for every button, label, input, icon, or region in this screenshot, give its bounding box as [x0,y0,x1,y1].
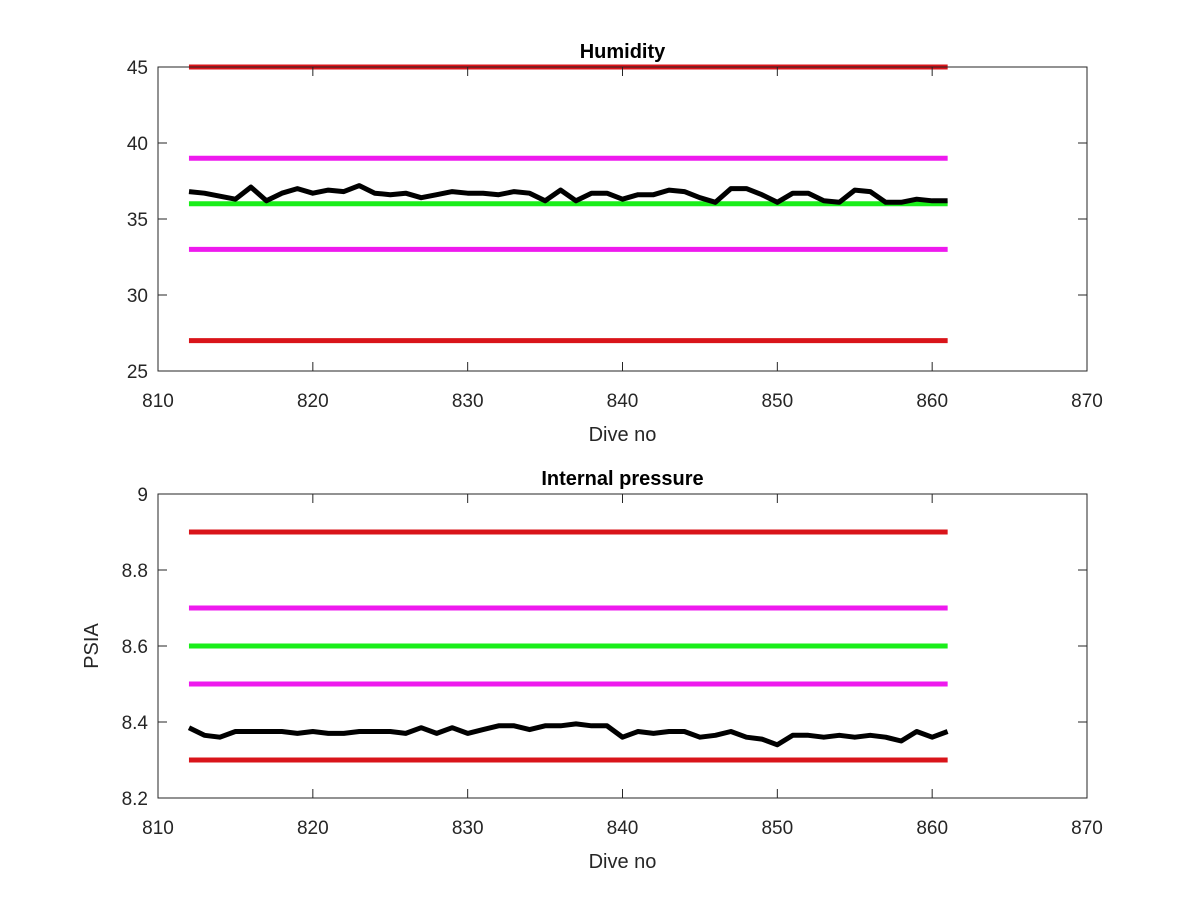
x-tick-label: 870 [1071,818,1103,839]
x-tick-label: 840 [607,818,639,839]
x-tick-label: 810 [142,818,174,839]
chart-panel-1: 810 820 830 840 850 860 870 25 30 35 40 45 Humidity D… [127,41,1103,446]
x-tick-label: 820 [297,391,329,412]
y-tick-label: 8.8 [122,561,148,582]
x-tick-label: 870 [1071,391,1103,412]
y-tick-label: 9 [137,485,148,506]
x-tick-label: 830 [452,818,484,839]
y-tick-label: 45 [127,58,148,79]
chart-title: Internal pressure [541,468,703,490]
x-axis-label: Dive no [589,424,657,446]
x-tick-label: 810 [142,391,174,412]
data-series-line [187,721,949,748]
y-tick-label: 8.6 [122,637,148,658]
data-series-line [188,183,948,205]
x-tick-label: 830 [452,391,484,412]
y-tick-label: 8.4 [122,713,149,734]
y-tick-label: 35 [127,210,148,231]
y-tick-label: 25 [127,362,148,383]
x-tick-label: 860 [916,391,948,412]
y-axis-label: PSIA [81,623,103,669]
y-tick-label: 30 [127,286,148,307]
x-tick-label: 860 [916,818,948,839]
x-tick-label: 850 [761,818,793,839]
axes-box [157,66,1088,372]
x-axis-label: Dive no [589,851,657,873]
x-tick-label: 840 [607,391,639,412]
x-tick-label: 820 [297,818,329,839]
y-tick-label: 40 [127,134,148,155]
chart-panel-2: 810 820 830 840 850 860 870 8.2 8.4 8.6 8.8 9 Intern… [81,468,1103,873]
chart-title: Humidity [580,41,666,63]
y-tick-label: 8.2 [122,789,148,810]
x-tick-label: 850 [761,391,793,412]
